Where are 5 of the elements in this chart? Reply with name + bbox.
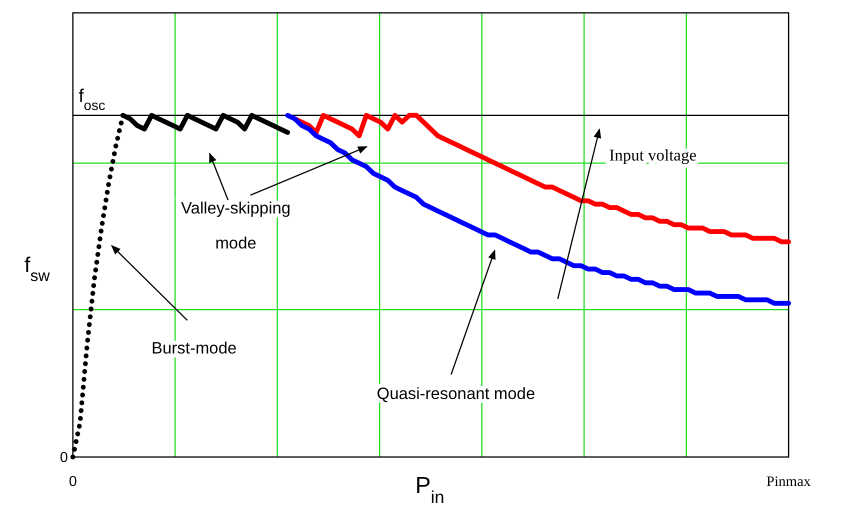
text: 0 [60, 450, 68, 466]
x-axis-title: P$_{in}$ [415, 472, 444, 507]
y-axis-title: f$_{sw}$ [24, 252, 50, 284]
x-tick-label: Pinmax [766, 474, 812, 490]
series-label: f$_{osc}$ [78, 84, 106, 113]
